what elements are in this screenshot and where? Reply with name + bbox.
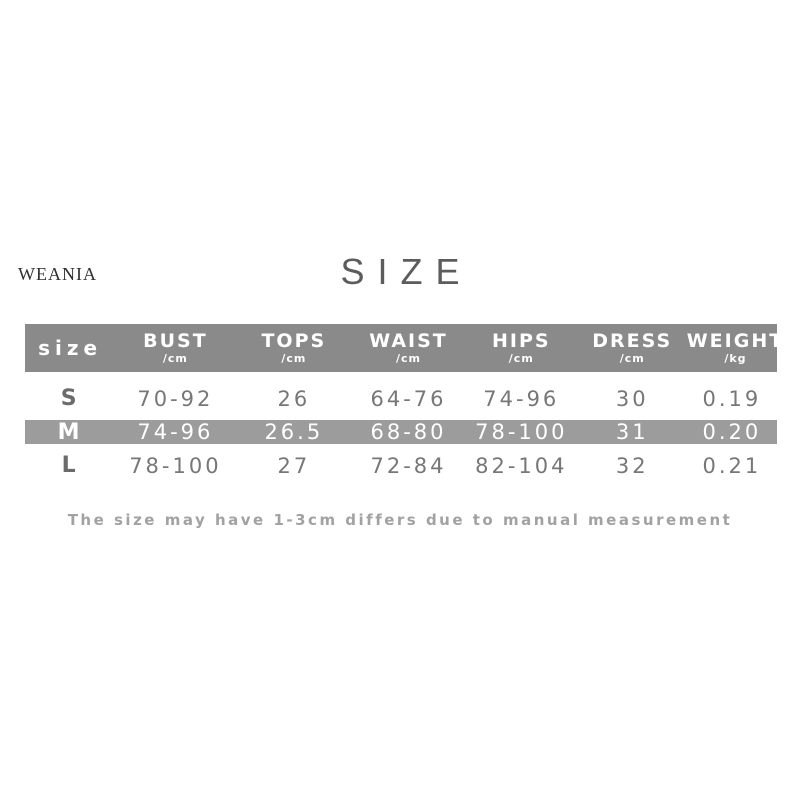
bust-value: 78-100 bbox=[129, 453, 222, 478]
column-header-tops: TOPS /cm bbox=[236, 331, 353, 365]
measurement-note: The size may have 1-3cm differs due to m… bbox=[67, 511, 733, 529]
column-header-bust: BUST /cm bbox=[115, 331, 235, 365]
size-label: L bbox=[61, 453, 79, 478]
waist-value: 68-80 bbox=[370, 420, 447, 444]
weight-value: 0.20 bbox=[702, 420, 762, 444]
weight-value: 0.19 bbox=[702, 386, 762, 411]
hips-value: 78-100 bbox=[475, 420, 568, 444]
hips-value: 82-104 bbox=[475, 453, 568, 478]
column-unit: /cm bbox=[162, 352, 188, 365]
weight-value: 0.21 bbox=[702, 453, 762, 478]
dress-value: 32 bbox=[615, 453, 649, 478]
column-unit: /kg bbox=[724, 352, 747, 365]
bust-value: 70-92 bbox=[137, 386, 214, 411]
dress-value: 30 bbox=[615, 386, 649, 411]
column-unit: /cm bbox=[508, 352, 534, 365]
size-table: size BUST /cm TOPS /cm WAIST /cm HIPS /c… bbox=[25, 324, 782, 482]
column-label: DRESS bbox=[592, 330, 673, 352]
column-label: WEIGHT bbox=[686, 330, 785, 352]
table-row-s: S 70-92 26 64-76 74-96 30 0.19 bbox=[25, 382, 777, 415]
brand-logo: WEANIA bbox=[18, 264, 97, 284]
tops-value: 26.5 bbox=[264, 420, 324, 444]
table-header-row: size BUST /cm TOPS /cm WAIST /cm HIPS /c… bbox=[25, 324, 782, 372]
column-label: WAIST bbox=[369, 330, 448, 352]
size-label: S bbox=[60, 386, 80, 411]
column-label: TOPS bbox=[261, 330, 327, 352]
column-label: size bbox=[38, 336, 103, 360]
waist-value: 64-76 bbox=[370, 386, 447, 411]
table-row-m: M 74-96 26.5 68-80 78-100 31 0.20 bbox=[25, 419, 777, 445]
column-unit: /cm bbox=[619, 352, 645, 365]
waist-value: 72-84 bbox=[370, 453, 447, 478]
table-row-l: L 78-100 27 72-84 82-104 32 0.21 bbox=[25, 449, 777, 482]
hips-value: 74-96 bbox=[483, 386, 560, 411]
page-title: SIZE bbox=[340, 251, 473, 292]
size-label: M bbox=[57, 419, 83, 445]
column-header-waist: WAIST /cm bbox=[352, 331, 465, 365]
table-body: S 70-92 26 64-76 74-96 30 0.19 M 74-96 2… bbox=[25, 372, 777, 482]
bust-value: 74-96 bbox=[137, 420, 214, 444]
dress-value: 31 bbox=[615, 420, 649, 444]
column-label: HIPS bbox=[491, 330, 551, 352]
column-unit: /cm bbox=[395, 352, 421, 365]
tops-value: 27 bbox=[277, 453, 311, 478]
column-header-dress: DRESS /cm bbox=[578, 331, 687, 365]
column-unit: /cm bbox=[281, 352, 307, 365]
tops-value: 26 bbox=[277, 386, 311, 411]
column-header-hips: HIPS /cm bbox=[465, 331, 578, 365]
column-header-weight: WEIGHT /kg bbox=[687, 331, 784, 365]
column-header-size: size bbox=[25, 338, 115, 358]
column-label: BUST bbox=[143, 330, 208, 352]
